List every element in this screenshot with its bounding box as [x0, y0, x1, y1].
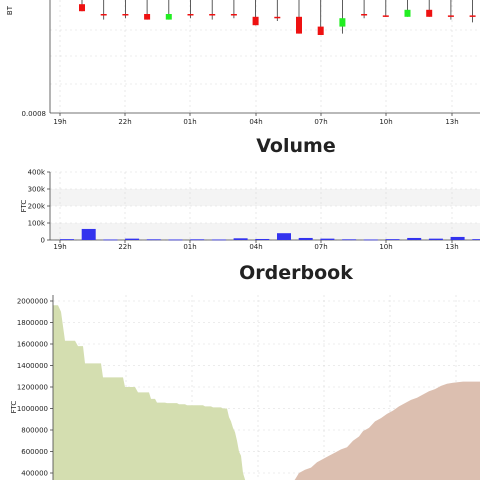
orderbook-y-tick-label: 1400000: [17, 362, 48, 370]
candle-body: [296, 16, 302, 34]
orderbook-y-tick-label: 1000000: [17, 405, 48, 413]
candlestick-x-tick-label: 22h: [118, 118, 131, 126]
volume-bar: [428, 238, 443, 240]
candle-body: [209, 14, 216, 16]
orderbook-chart: Orderbook FTC 400000 600000 800000 1000000 1…: [10, 262, 480, 480]
candle-body: [187, 14, 194, 16]
candle-body: [317, 26, 324, 35]
orderbook-y-tick-label: 1800000: [17, 319, 48, 327]
candlestick-marks: [79, 0, 476, 35]
candlestick-x-tick-label: 19h: [53, 118, 66, 126]
volume-x-tick-label: 10h: [379, 243, 392, 251]
volume-y-tick-label: 400k: [28, 169, 46, 177]
candle-body: [447, 15, 454, 17]
candlestick-y-tick-label: 0.0008: [22, 110, 47, 118]
volume-x-tick-label: 13h: [445, 243, 458, 251]
volume-bar: [342, 239, 357, 241]
orderbook-y-tick-label: 2000000: [17, 298, 48, 306]
volume-bar: [298, 237, 313, 240]
volume-y-tick-label: 0: [41, 237, 45, 245]
orderbook-asks-area: [291, 381, 480, 480]
candle-body: [144, 14, 151, 20]
volume-x-tick-label: 07h: [314, 243, 327, 251]
volume-bar: [168, 239, 183, 241]
volume-bar: [277, 233, 291, 240]
volume-bar: [125, 238, 140, 240]
candlestick-x-tick-label: 04h: [249, 118, 262, 126]
volume-bar: [211, 239, 226, 241]
candlestick-x-ticks: 19h 22h 01h 04h 07h 10h 13h: [53, 113, 459, 126]
candle-body: [252, 16, 259, 26]
candle-body: [100, 14, 107, 16]
volume-y-axis-label: FTC: [20, 200, 28, 213]
orderbook-title: Orderbook: [239, 262, 353, 284]
volume-bar: [146, 239, 161, 241]
volume-bar: [472, 239, 480, 240]
volume-x-tick-label: 04h: [249, 243, 262, 251]
volume-bar: [190, 239, 205, 241]
candlestick-x-tick-label: 13h: [445, 118, 458, 126]
volume-y-tick-label: 300k: [28, 186, 46, 194]
volume-bar: [407, 237, 422, 240]
volume-grid-band: [50, 189, 480, 206]
candle-body: [230, 14, 237, 16]
candle-body: [469, 15, 476, 17]
candlestick-chart: BT 0.0008 19h 22h 01h 04h 07h 10h 13h: [6, 0, 480, 126]
candle-body: [382, 15, 389, 17]
volume-grid: [50, 171, 480, 241]
volume-y-ticks: 0 100k 200k 300k 400k: [28, 169, 50, 245]
candle-body: [339, 18, 346, 27]
volume-x-tick-label: 19h: [53, 243, 66, 251]
candlestick-y-axis-label: BT: [6, 5, 14, 15]
volume-bar: [233, 238, 248, 240]
orderbook-y-ticks: 400000 600000 800000 1000000 1200000 1400000 1…: [17, 298, 53, 478]
volume-y-tick-label: 200k: [28, 203, 46, 211]
volume-x-tick-label: 01h: [183, 243, 196, 251]
candle-body: [79, 4, 85, 12]
volume-bar: [255, 238, 270, 240]
volume-bar: [363, 239, 378, 241]
candle-body: [361, 14, 368, 16]
candlestick-x-tick-label: 07h: [314, 118, 327, 126]
candle-body: [274, 16, 281, 19]
candle-body: [122, 14, 129, 16]
volume-bar: [81, 228, 96, 240]
volume-bar: [103, 239, 118, 241]
orderbook-y-tick-label: 600000: [21, 448, 48, 456]
volume-bar: [450, 236, 465, 240]
orderbook-y-tick-label: 800000: [21, 427, 48, 435]
candlestick-x-tick-label: 01h: [183, 118, 196, 126]
candlestick-x-tick-label: 10h: [379, 118, 392, 126]
volume-chart: Volume FTC 0 100k 200k 300k 400k 19h 22h 01h 04…: [20, 135, 480, 251]
orderbook-y-tick-label: 400000: [21, 470, 48, 478]
volume-grid-band: [50, 223, 480, 240]
volume-x-tick-label: 22h: [118, 243, 131, 251]
orderbook-bids-area: [53, 305, 246, 480]
candlestick-grid: [50, 0, 480, 113]
orderbook-y-tick-label: 1600000: [17, 341, 48, 349]
volume-bar: [60, 239, 74, 240]
volume-y-tick-label: 100k: [28, 220, 46, 228]
volume-title: Volume: [256, 135, 335, 157]
volume-bars: [60, 228, 480, 241]
volume-bar: [320, 238, 335, 240]
candle-body: [404, 9, 411, 17]
candle-body: [165, 14, 172, 20]
candle-body: [426, 9, 433, 17]
volume-x-ticks: 19h 22h 01h 04h 07h 10h 13h: [53, 240, 459, 251]
orderbook-y-axis-label: FTC: [10, 401, 18, 414]
orderbook-y-tick-label: 1200000: [17, 384, 48, 392]
volume-bar: [385, 239, 400, 240]
